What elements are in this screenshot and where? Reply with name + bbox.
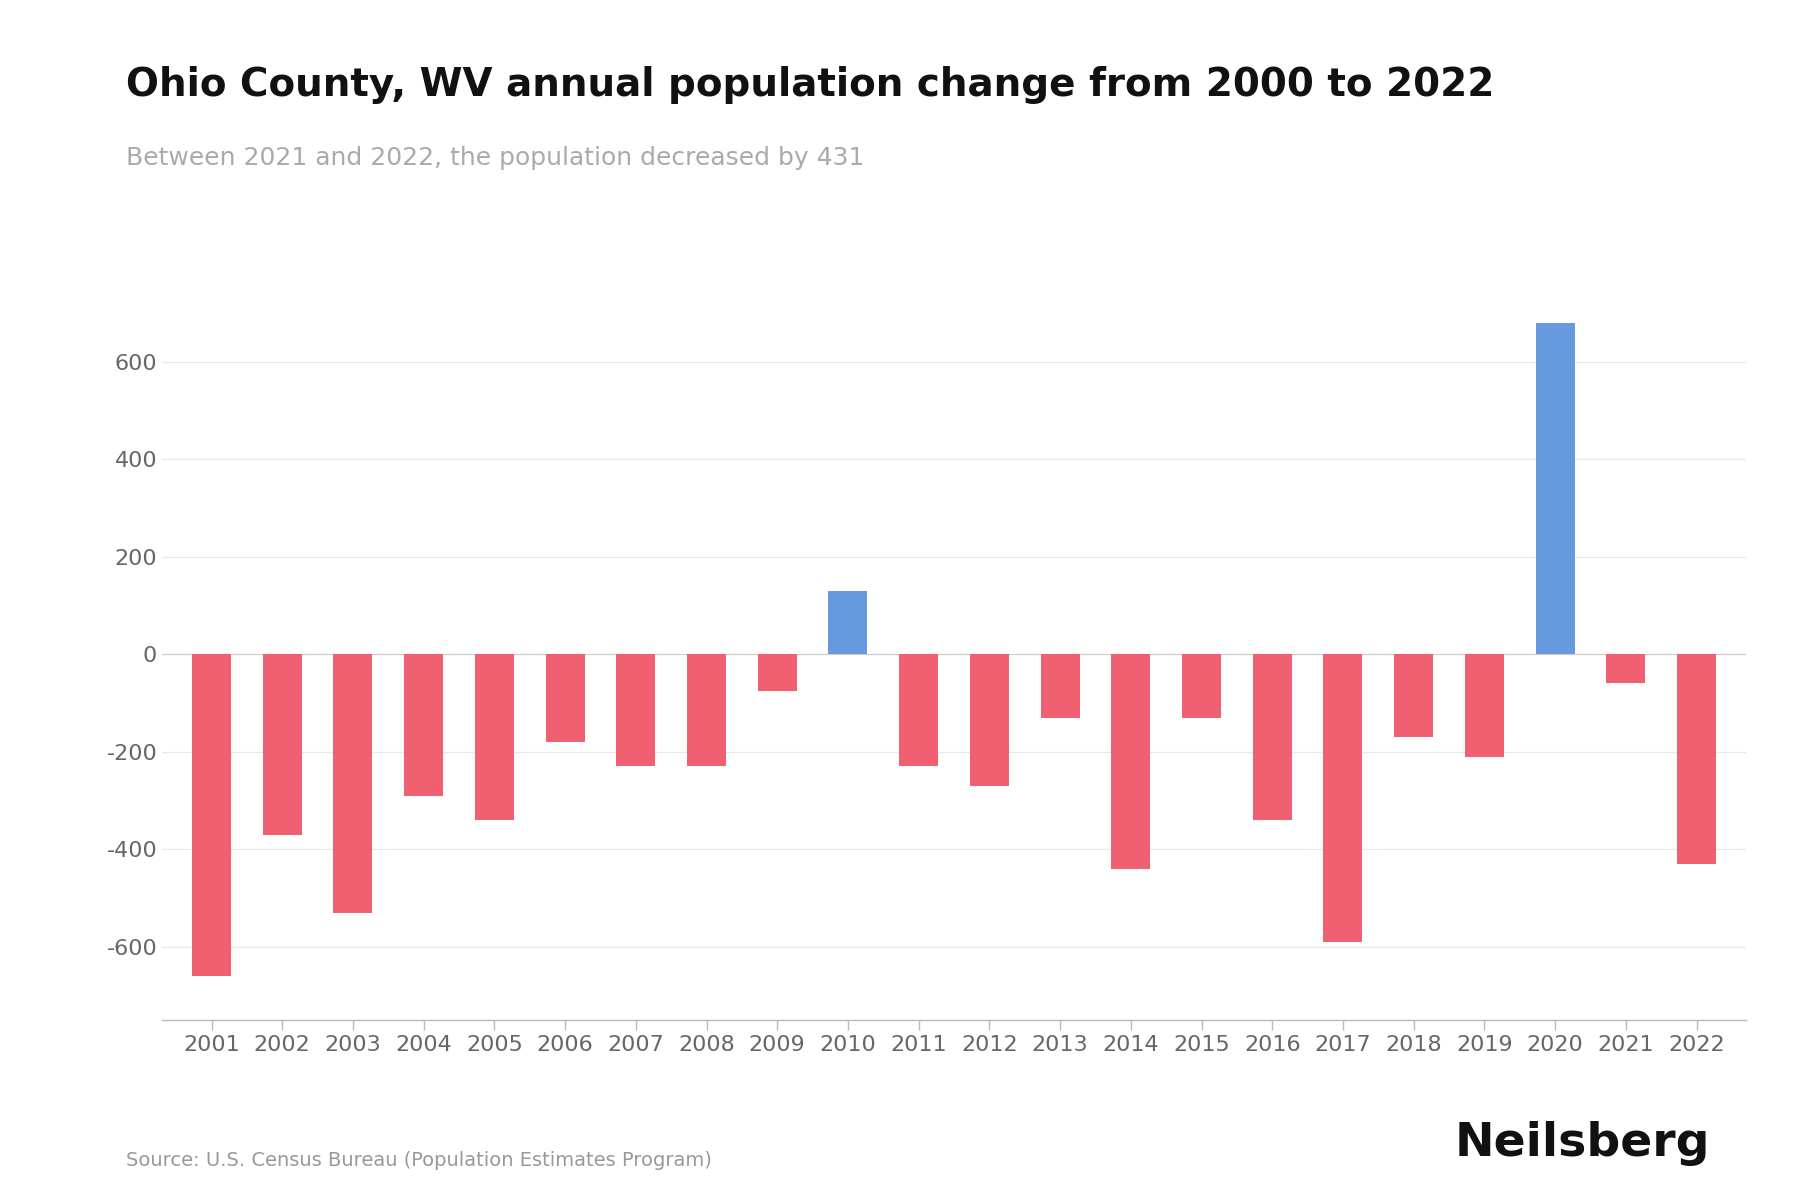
Bar: [616, 654, 655, 767]
Text: Source: U.S. Census Bureau (Population Estimates Program): Source: U.S. Census Bureau (Population E…: [126, 1151, 711, 1170]
Bar: [1040, 654, 1080, 718]
Bar: [333, 654, 373, 913]
Text: Between 2021 and 2022, the population decreased by 431: Between 2021 and 2022, the population de…: [126, 146, 864, 170]
Bar: [900, 654, 938, 767]
Bar: [545, 654, 585, 742]
Bar: [1183, 654, 1220, 718]
Bar: [1606, 654, 1645, 684]
Bar: [970, 654, 1008, 786]
Bar: [828, 590, 868, 654]
Bar: [475, 654, 513, 820]
Bar: [1465, 654, 1503, 757]
Bar: [1253, 654, 1292, 820]
Bar: [1395, 654, 1433, 737]
Bar: [405, 654, 443, 796]
Bar: [1535, 323, 1575, 654]
Bar: [1678, 654, 1715, 864]
Bar: [688, 654, 725, 767]
Text: Ohio County, WV annual population change from 2000 to 2022: Ohio County, WV annual population change…: [126, 66, 1494, 104]
Bar: [1111, 654, 1150, 869]
Bar: [263, 654, 302, 835]
Text: Neilsberg: Neilsberg: [1454, 1121, 1710, 1166]
Bar: [193, 654, 230, 976]
Bar: [1323, 654, 1363, 942]
Bar: [758, 654, 797, 691]
